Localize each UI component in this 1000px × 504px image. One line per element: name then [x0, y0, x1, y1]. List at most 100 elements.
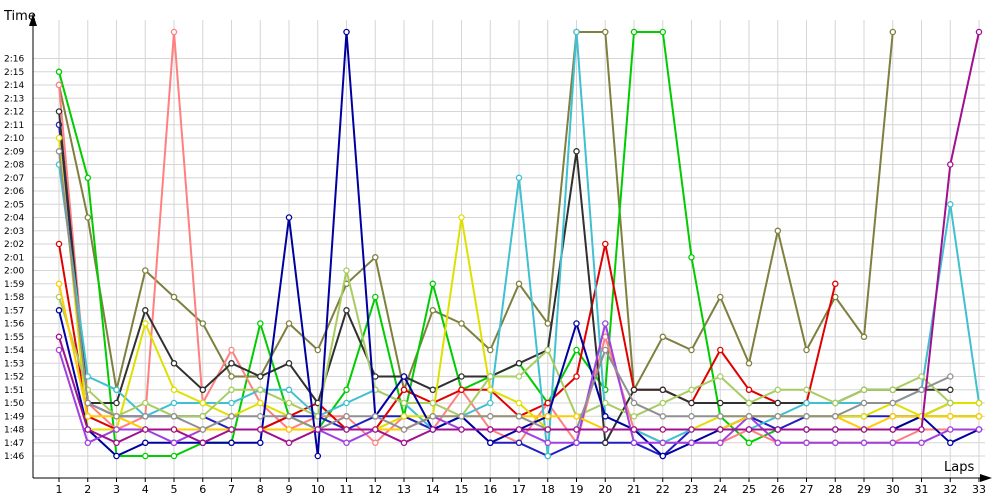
data-point — [889, 399, 897, 407]
data-point — [602, 346, 609, 354]
data-point — [142, 413, 149, 420]
data-point — [285, 320, 293, 327]
data-point — [544, 320, 552, 327]
data-point — [544, 439, 552, 447]
data-point — [688, 413, 695, 420]
data-point — [774, 386, 782, 394]
data-point — [515, 439, 523, 447]
data-point — [170, 399, 178, 407]
series-line — [58, 111, 951, 444]
data-point — [170, 439, 178, 447]
data-point — [659, 439, 667, 447]
data-point — [343, 307, 350, 314]
data-point — [630, 439, 638, 447]
data-point — [199, 386, 207, 394]
y-tick-label: 1:59 — [4, 280, 24, 290]
data-point — [717, 399, 724, 407]
data-point — [199, 413, 207, 420]
data-point — [774, 227, 782, 235]
data-point — [745, 413, 753, 420]
data-point — [228, 373, 235, 380]
data-point — [343, 28, 350, 36]
data-point — [170, 413, 178, 420]
series-layer — [55, 28, 983, 460]
data-point — [659, 333, 667, 341]
x-tick-label: 19 — [570, 483, 584, 496]
series-line — [58, 269, 951, 418]
y-tick-label: 2:10 — [4, 134, 24, 144]
x-tick-label: 13 — [397, 483, 411, 496]
data-point — [55, 280, 63, 288]
data-point — [400, 426, 408, 433]
data-point — [257, 386, 264, 394]
data-point — [199, 399, 207, 407]
x-tick-label: 27 — [800, 483, 814, 496]
x-tick-label: 17 — [512, 483, 526, 496]
data-point — [573, 148, 580, 155]
data-point — [285, 386, 293, 394]
data-point — [659, 399, 667, 407]
x-tick-label: 31 — [915, 483, 929, 496]
data-point — [142, 399, 149, 407]
y-tick-label: 1:51 — [4, 386, 24, 396]
data-point — [832, 399, 839, 407]
data-point — [285, 439, 293, 447]
x-tick-label: 12 — [368, 483, 382, 496]
data-point — [372, 439, 379, 447]
data-point — [573, 426, 580, 433]
x-tick-label: 22 — [656, 483, 670, 496]
data-point — [515, 360, 523, 367]
data-point — [947, 201, 954, 208]
data-point — [343, 386, 350, 394]
x-tick-label: 32 — [943, 483, 957, 496]
data-point — [170, 360, 178, 367]
data-point — [573, 28, 580, 36]
data-point — [544, 346, 552, 354]
data-point — [372, 254, 379, 261]
x-tick-label: 25 — [742, 483, 756, 496]
data-point — [343, 439, 350, 447]
data-point — [142, 320, 149, 327]
data-point — [400, 373, 408, 380]
x-tick-label: 10 — [311, 483, 325, 496]
data-point — [947, 373, 954, 380]
y-tick-label: 1:58 — [4, 293, 24, 303]
y-tick-label: 2:05 — [4, 200, 24, 210]
x-tick-label: 3 — [113, 483, 120, 496]
y-tick-label: 2:01 — [4, 253, 24, 263]
data-point — [630, 399, 638, 407]
y-tick-label: 1:48 — [4, 426, 24, 436]
data-point — [113, 439, 120, 447]
y-tick-label: 1:53 — [4, 359, 24, 369]
data-point — [659, 28, 667, 36]
data-point — [170, 426, 178, 433]
x-tick-label: 29 — [857, 483, 871, 496]
y-axis-label: Time — [3, 9, 36, 24]
data-point — [170, 386, 178, 394]
data-point — [745, 439, 753, 447]
y-tick-label: 2:03 — [4, 227, 24, 237]
y-tick-label: 2:08 — [4, 161, 24, 171]
data-point — [285, 426, 293, 433]
y-tick-label: 2:14 — [4, 81, 24, 91]
data-point — [228, 426, 235, 433]
data-point — [774, 426, 782, 433]
data-point — [142, 452, 149, 460]
data-point — [372, 426, 379, 433]
data-point — [544, 399, 552, 407]
y-tick-label: 2:16 — [4, 55, 24, 65]
data-point — [515, 413, 523, 420]
data-point — [688, 386, 695, 394]
data-point — [602, 439, 609, 447]
y-tick-label: 1:54 — [4, 346, 24, 356]
data-point — [630, 426, 638, 433]
data-point — [918, 373, 925, 380]
data-point — [803, 346, 810, 354]
data-point — [55, 307, 63, 314]
data-point — [889, 386, 897, 394]
data-point — [487, 386, 494, 394]
x-tick-label: 28 — [828, 483, 842, 496]
data-point — [602, 426, 609, 433]
data-point — [803, 426, 810, 433]
